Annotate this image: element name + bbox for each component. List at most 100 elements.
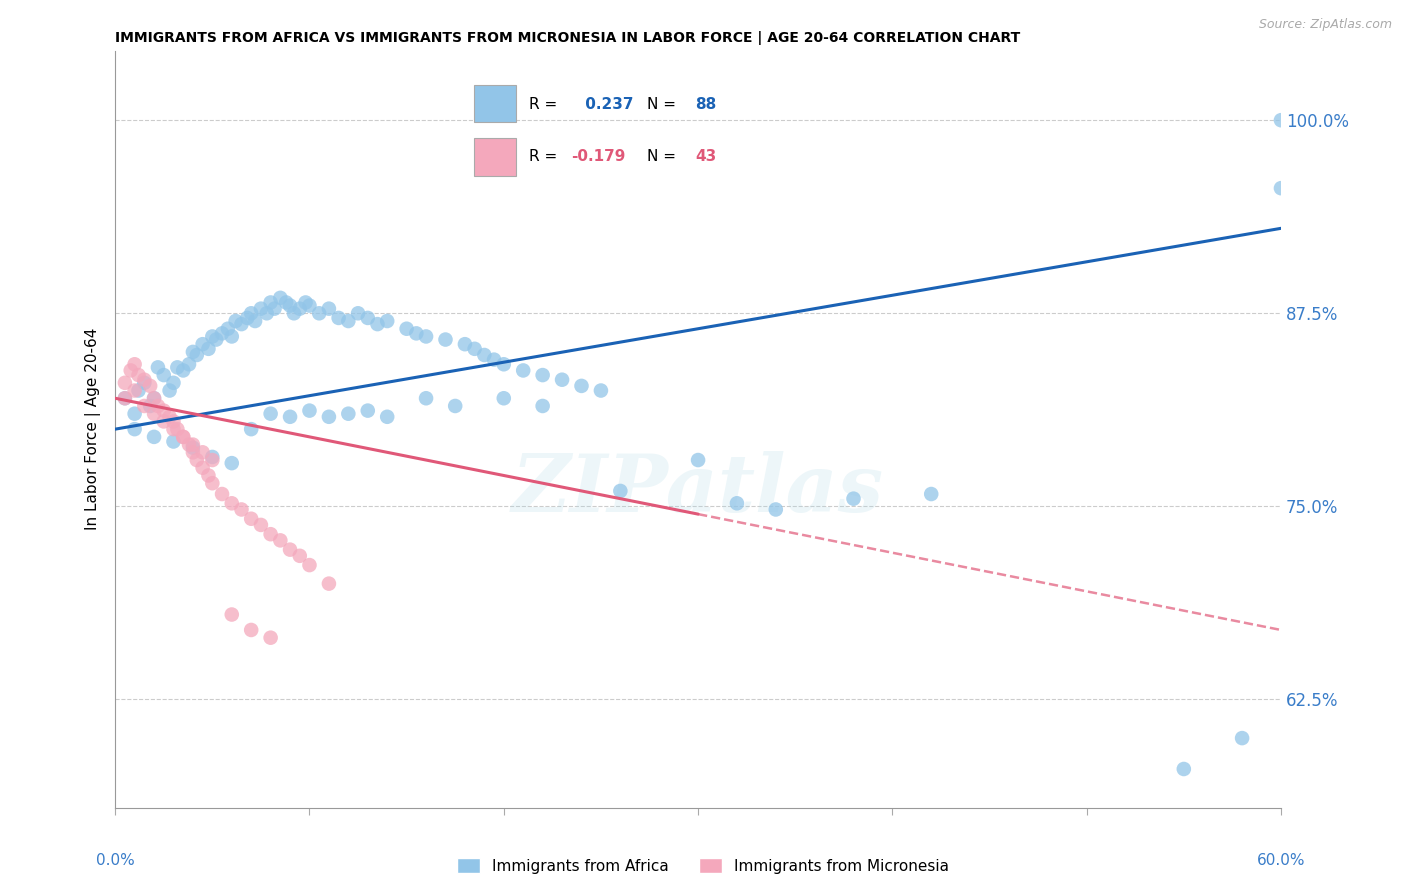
Point <box>124 407 146 421</box>
Point <box>197 342 219 356</box>
Point <box>172 363 194 377</box>
Point <box>152 403 174 417</box>
Point <box>492 357 515 371</box>
Point <box>842 491 865 506</box>
Point <box>444 399 467 413</box>
Point <box>166 360 188 375</box>
Point <box>181 437 204 451</box>
Point <box>920 487 942 501</box>
Point <box>263 301 285 316</box>
Point <box>191 460 214 475</box>
Point <box>162 422 184 436</box>
Point <box>181 445 204 459</box>
Point <box>186 348 208 362</box>
Point <box>589 384 612 398</box>
Point <box>124 384 146 398</box>
Point <box>464 342 486 356</box>
Point <box>308 306 330 320</box>
Point <box>143 391 166 405</box>
Point <box>243 314 266 328</box>
Text: ZIPatlas: ZIPatlas <box>512 451 884 528</box>
Point <box>283 306 305 320</box>
Y-axis label: In Labor Force | Age 20-64: In Labor Force | Age 20-64 <box>86 328 101 531</box>
Point <box>298 558 321 573</box>
Point <box>134 373 156 387</box>
Point <box>191 445 214 459</box>
Point <box>186 453 208 467</box>
Point <box>114 391 136 405</box>
Point <box>114 376 136 390</box>
Point <box>415 391 437 405</box>
Legend: Immigrants from Africa, Immigrants from Micronesia: Immigrants from Africa, Immigrants from … <box>450 852 956 880</box>
Point <box>366 317 388 331</box>
Point <box>159 409 181 424</box>
Point <box>181 345 204 359</box>
Point <box>512 363 534 377</box>
Point <box>172 430 194 444</box>
Point <box>205 333 228 347</box>
Point <box>225 314 247 328</box>
Point <box>357 310 380 325</box>
Point <box>415 329 437 343</box>
Point <box>375 409 398 424</box>
Point <box>201 453 224 467</box>
Point <box>152 368 174 382</box>
Point <box>434 333 457 347</box>
Point <box>276 295 298 310</box>
Point <box>217 322 239 336</box>
Point <box>240 306 263 320</box>
Point <box>259 631 281 645</box>
Point <box>143 407 166 421</box>
Point <box>259 295 281 310</box>
Point <box>152 414 174 428</box>
Point <box>143 430 166 444</box>
Point <box>1270 181 1292 195</box>
Point <box>240 623 263 637</box>
Point <box>256 306 278 320</box>
Point <box>375 314 398 328</box>
Point <box>278 409 301 424</box>
Point <box>454 337 477 351</box>
Point <box>211 326 233 341</box>
Point <box>201 450 224 464</box>
Point <box>240 422 263 436</box>
Point <box>177 357 200 371</box>
Point <box>162 414 184 428</box>
Point <box>172 430 194 444</box>
Point <box>294 295 316 310</box>
Point <box>250 517 273 532</box>
Point <box>134 399 156 413</box>
Point <box>571 379 593 393</box>
Point <box>1173 762 1195 776</box>
Point <box>492 391 515 405</box>
Point <box>162 434 184 449</box>
Point <box>128 368 150 382</box>
Point <box>328 310 350 325</box>
Point <box>347 306 370 320</box>
Point <box>146 360 169 375</box>
Point <box>124 357 146 371</box>
Point <box>120 363 142 377</box>
Text: 60.0%: 60.0% <box>1257 854 1305 868</box>
Text: 0.0%: 0.0% <box>96 854 135 868</box>
Point <box>221 496 243 510</box>
Point <box>318 301 340 316</box>
Point <box>197 468 219 483</box>
Point <box>236 310 259 325</box>
Point <box>231 502 253 516</box>
Point <box>162 376 184 390</box>
Point <box>482 352 505 367</box>
Point <box>146 399 169 413</box>
Point <box>609 483 631 498</box>
Point <box>181 441 204 455</box>
Point <box>765 502 787 516</box>
Point <box>240 512 263 526</box>
Point <box>472 348 495 362</box>
Point <box>143 391 166 405</box>
Point <box>298 299 321 313</box>
Point <box>531 399 554 413</box>
Point <box>231 317 253 331</box>
Point <box>221 607 243 622</box>
Point <box>1270 113 1292 128</box>
Point <box>114 391 136 405</box>
